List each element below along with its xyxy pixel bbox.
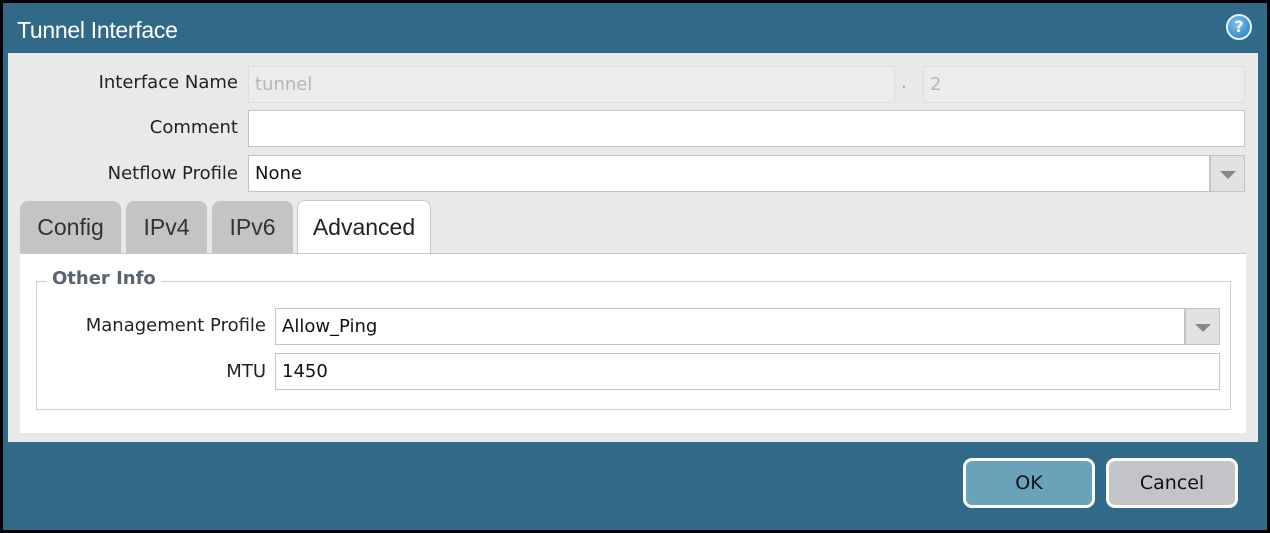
- ok-button[interactable]: OK: [963, 458, 1095, 508]
- management-profile-select[interactable]: Allow_Ping: [275, 308, 1185, 345]
- interface-name-input: tunnel: [248, 66, 895, 103]
- tab-config[interactable]: Config: [20, 201, 121, 253]
- dialog-title: Tunnel Interface: [17, 17, 178, 43]
- mtu-input[interactable]: 1450: [275, 353, 1220, 390]
- tab-advanced[interactable]: Advanced: [297, 200, 431, 253]
- comment-label: Comment: [149, 117, 238, 138]
- tab-ipv6[interactable]: IPv6: [212, 201, 293, 253]
- management-profile-label: Management Profile: [85, 315, 266, 336]
- netflow-profile-select[interactable]: None: [248, 155, 1210, 192]
- netflow-profile-label: Netflow Profile: [107, 163, 238, 184]
- other-info-group: Other Info Management Profile Allow_Ping…: [36, 268, 1231, 410]
- help-icon[interactable]: ?: [1226, 14, 1252, 40]
- tunnel-interface-dialog: Tunnel Interface ? Interface Name tunnel…: [3, 3, 1267, 530]
- interface-name-separator: .: [901, 72, 907, 93]
- cancel-button[interactable]: Cancel: [1106, 458, 1238, 508]
- interface-name-label: Interface Name: [98, 72, 238, 93]
- tab-ipv4[interactable]: IPv4: [126, 201, 207, 253]
- advanced-tab-content: Other Info Management Profile Allow_Ping…: [20, 253, 1246, 433]
- interface-number-input: 2: [923, 66, 1245, 103]
- dialog-body: Interface Name tunnel . 2 Comment Netflo…: [8, 53, 1258, 442]
- chevron-down-icon[interactable]: [1210, 155, 1245, 192]
- mtu-label: MTU: [226, 361, 266, 382]
- chevron-down-icon[interactable]: [1185, 308, 1220, 345]
- other-info-legend: Other Info: [47, 268, 161, 289]
- comment-input[interactable]: [248, 110, 1245, 147]
